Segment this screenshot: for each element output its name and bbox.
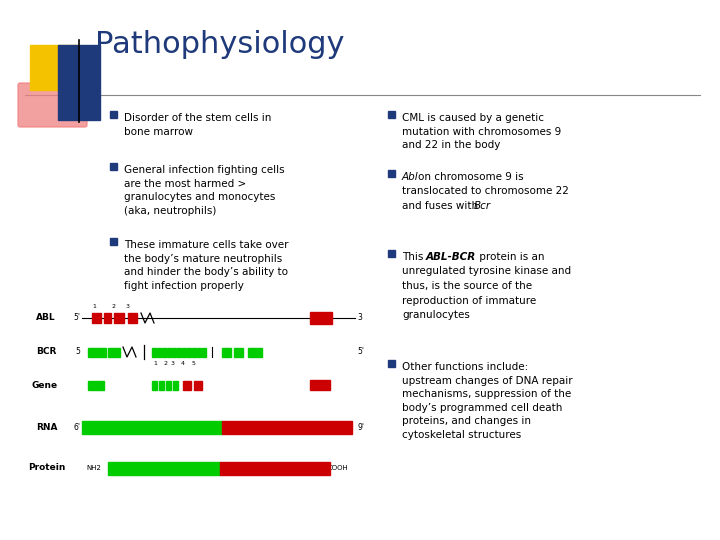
Text: 5': 5': [357, 348, 364, 356]
Bar: [310, 312, 332, 324]
Bar: [58, 45, 100, 120]
Bar: [234, 348, 243, 356]
Bar: [110, 163, 117, 170]
Bar: [30, 45, 80, 90]
Bar: [172, 348, 176, 356]
Text: This: This: [402, 252, 427, 262]
Text: 5: 5: [75, 348, 80, 356]
Text: 3: 3: [357, 314, 362, 322]
Text: NH2: NH2: [86, 465, 101, 471]
Text: Bcr: Bcr: [474, 201, 491, 211]
Text: 4: 4: [181, 361, 185, 366]
Text: 1: 1: [153, 361, 157, 366]
Bar: [92, 313, 101, 323]
Text: 6': 6': [73, 422, 80, 431]
Bar: [222, 421, 352, 434]
Text: on chromosome 9 is: on chromosome 9 is: [418, 172, 523, 182]
Bar: [187, 348, 191, 356]
Text: reproduction of immature: reproduction of immature: [402, 295, 536, 306]
Text: 3: 3: [126, 304, 130, 309]
Bar: [128, 313, 137, 323]
Text: 1: 1: [92, 304, 96, 309]
Text: unregulated tyrosine kinase and: unregulated tyrosine kinase and: [402, 267, 571, 276]
Text: RNA: RNA: [36, 422, 58, 431]
Text: 3: 3: [171, 361, 175, 366]
Text: COOH: COOH: [328, 465, 348, 471]
Text: General infection fighting cells
are the most harmed >
granulocytes and monocyte: General infection fighting cells are the…: [124, 165, 284, 216]
Bar: [88, 381, 104, 389]
Bar: [202, 348, 205, 356]
Bar: [177, 348, 181, 356]
Bar: [310, 380, 330, 390]
Bar: [248, 348, 262, 356]
Text: Abl: Abl: [402, 172, 418, 182]
Bar: [108, 348, 120, 356]
Text: protein is an: protein is an: [476, 252, 544, 262]
Bar: [388, 360, 395, 367]
Bar: [166, 381, 171, 389]
Bar: [182, 348, 186, 356]
Text: thus, is the source of the: thus, is the source of the: [402, 281, 532, 291]
Bar: [108, 462, 220, 475]
Bar: [197, 348, 200, 356]
Text: granulocytes: granulocytes: [402, 310, 470, 320]
Text: Pathophysiology: Pathophysiology: [95, 30, 344, 59]
Bar: [162, 348, 166, 356]
Text: These immature cells take over
the body’s mature neutrophils
and hinder the body: These immature cells take over the body’…: [124, 240, 289, 291]
Text: 5': 5': [73, 314, 80, 322]
Bar: [222, 348, 231, 356]
Bar: [152, 348, 156, 356]
Text: Gene: Gene: [31, 381, 57, 389]
Text: 5: 5: [191, 361, 195, 366]
Bar: [159, 381, 164, 389]
Text: Protein: Protein: [28, 463, 66, 472]
Bar: [114, 313, 124, 323]
Text: BCR: BCR: [36, 348, 56, 356]
Text: 9': 9': [357, 422, 364, 431]
Text: ABL: ABL: [36, 314, 55, 322]
Bar: [192, 348, 196, 356]
Bar: [388, 250, 395, 257]
Bar: [167, 348, 171, 356]
Bar: [388, 111, 395, 118]
Bar: [110, 238, 117, 245]
Text: and fuses with: and fuses with: [402, 201, 482, 211]
Text: Disorder of the stem cells in
bone marrow: Disorder of the stem cells in bone marro…: [124, 113, 271, 137]
Bar: [88, 348, 106, 356]
Bar: [110, 111, 117, 118]
Text: translocated to chromosome 22: translocated to chromosome 22: [402, 186, 569, 197]
Text: CML is caused by a genetic
mutation with chromosomes 9
and 22 in the body: CML is caused by a genetic mutation with…: [402, 113, 562, 150]
Text: ABL-BCR: ABL-BCR: [426, 252, 476, 262]
Text: 2: 2: [163, 361, 167, 366]
Bar: [173, 381, 178, 389]
Bar: [152, 381, 157, 389]
Bar: [194, 381, 202, 389]
Text: 2: 2: [112, 304, 116, 309]
Bar: [220, 462, 330, 475]
Text: Other functions include:
upstream changes of DNA repair
mechanisms, suppression : Other functions include: upstream change…: [402, 362, 572, 440]
Bar: [183, 381, 191, 389]
Bar: [104, 313, 111, 323]
Bar: [82, 421, 222, 434]
Bar: [157, 348, 161, 356]
FancyBboxPatch shape: [18, 83, 87, 127]
Bar: [388, 170, 395, 177]
